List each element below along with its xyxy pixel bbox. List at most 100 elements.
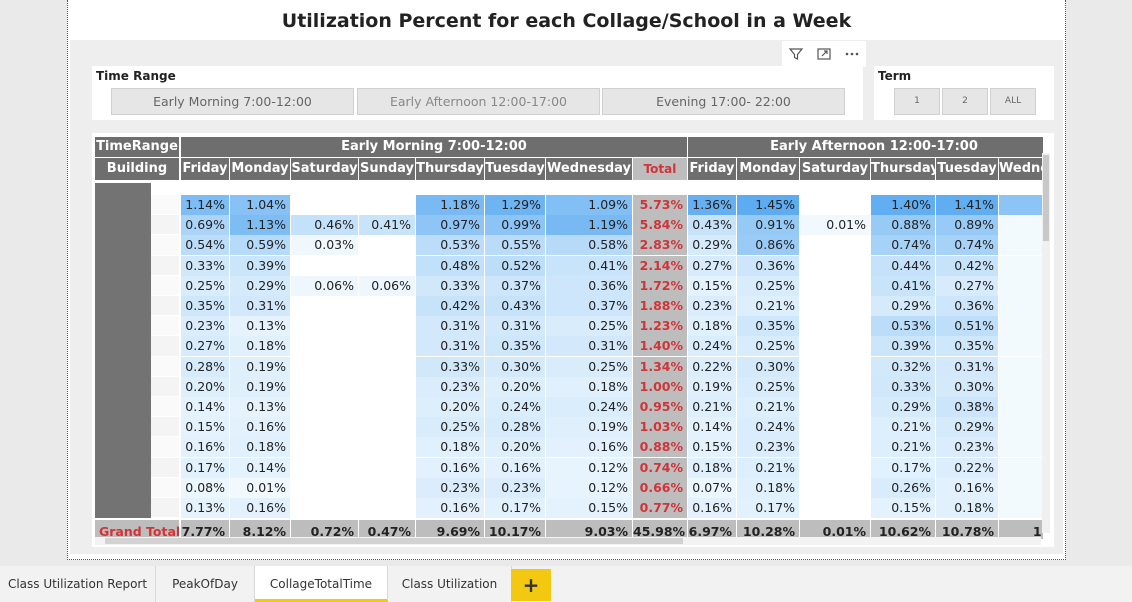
matrix-cell[interactable]: 0.41%: [871, 275, 935, 296]
matrix-cell[interactable]: 1.04%: [230, 195, 290, 215]
row-header-cell[interactable]: [151, 316, 179, 336]
matrix-cell[interactable]: 0.37%: [485, 275, 545, 296]
matrix-cell[interactable]: 0.: [999, 255, 1043, 276]
matrix-cell[interactable]: 0.15%: [181, 417, 229, 438]
matrix-cell[interactable]: 0.37%: [546, 296, 632, 316]
grand-total-cell[interactable]: 11.: [999, 520, 1043, 539]
matrix-cell[interactable]: 0.19%: [230, 376, 290, 397]
matrix-cell[interactable]: [291, 316, 358, 337]
column-header-friday[interactable]: Friday: [181, 158, 229, 180]
matrix-cell[interactable]: [800, 376, 870, 397]
matrix-cell[interactable]: 5.73%: [633, 195, 687, 215]
matrix-cell[interactable]: 0.15%: [546, 498, 632, 518]
corner-header-time-range[interactable]: TimeRange: [95, 137, 179, 157]
matrix-cell[interactable]: 0.18%: [688, 316, 736, 337]
more-options-icon[interactable]: [841, 43, 863, 65]
matrix-cell[interactable]: 0.35%: [737, 316, 799, 337]
matrix-cell[interactable]: 0.14%: [688, 417, 736, 438]
matrix-cell[interactable]: 0.: [999, 457, 1043, 478]
matrix-cell[interactable]: 0.91%: [737, 215, 799, 236]
matrix-cell[interactable]: 0.23%: [737, 437, 799, 458]
matrix-cell[interactable]: 0.74%: [936, 235, 998, 256]
matrix-cell[interactable]: 0.18%: [936, 498, 998, 518]
matrix-cell[interactable]: 0.31%: [546, 336, 632, 357]
matrix-cell[interactable]: 1.40%: [871, 195, 935, 215]
matrix-cell[interactable]: 0.97%: [416, 215, 484, 236]
matrix-cell[interactable]: 0.20%: [416, 397, 484, 417]
matrix-cell[interactable]: 0.21%: [737, 457, 799, 478]
matrix-cell[interactable]: 0.16%: [416, 457, 484, 478]
matrix-cell[interactable]: 1.45%: [737, 195, 799, 215]
time-range-option-morning[interactable]: Early Morning 7:00-12:00: [111, 88, 354, 115]
matrix-cell[interactable]: [359, 417, 415, 438]
matrix-cell[interactable]: 0.23%: [416, 376, 484, 397]
matrix-cell[interactable]: 0.88%: [633, 437, 687, 458]
matrix-cell[interactable]: 1.36%: [688, 195, 736, 215]
matrix-cell[interactable]: 0.36%: [546, 275, 632, 296]
matrix-cell[interactable]: 0.24%: [737, 417, 799, 438]
matrix-cell[interactable]: 0.18%: [737, 477, 799, 498]
matrix-cell[interactable]: 0.29%: [688, 235, 736, 256]
matrix-cell[interactable]: 0.51%: [936, 316, 998, 337]
matrix-cell[interactable]: [800, 235, 870, 256]
column-header-thursday[interactable]: Thursday: [416, 158, 484, 180]
matrix-cell[interactable]: 0.16%: [546, 437, 632, 458]
grand-total-cell[interactable]: 0.01%: [800, 520, 870, 539]
term-option-all[interactable]: ALL: [990, 88, 1036, 115]
matrix-cell[interactable]: 1.13%: [230, 215, 290, 236]
matrix-cell[interactable]: 0.16%: [230, 417, 290, 438]
matrix-cell[interactable]: [800, 437, 870, 458]
row-header-cell[interactable]: [151, 195, 179, 215]
matrix-cell[interactable]: [291, 397, 358, 417]
column-group-header-early-afternoon[interactable]: Early Afternoon 12:00-17:00: [688, 137, 1043, 157]
time-range-option-evening[interactable]: Evening 17:00- 22:00: [602, 88, 845, 115]
matrix-cell[interactable]: [800, 255, 870, 276]
grand-total-cell[interactable]: 10.17%: [485, 520, 545, 539]
matrix-cell[interactable]: 0.23%: [485, 477, 545, 498]
matrix-cell[interactable]: [359, 235, 415, 256]
matrix-cell[interactable]: 0.15%: [688, 437, 736, 458]
matrix-cell[interactable]: 0.: [999, 235, 1043, 256]
matrix-cell[interactable]: [291, 457, 358, 478]
matrix-cell[interactable]: 0.25%: [737, 376, 799, 397]
matrix-cell[interactable]: [359, 255, 415, 276]
row-header-cell[interactable]: [151, 296, 179, 316]
row-header-cell[interactable]: [151, 235, 179, 255]
column-header-tuesday[interactable]: Tuesday: [936, 158, 998, 180]
matrix-cell[interactable]: 0.: [999, 336, 1043, 357]
matrix-cell[interactable]: 0.21%: [688, 397, 736, 417]
matrix-cell[interactable]: [291, 255, 358, 276]
vertical-scrollbar[interactable]: [1042, 153, 1050, 533]
matrix-cell[interactable]: 0.46%: [291, 215, 358, 236]
matrix-cell[interactable]: 0.42%: [936, 255, 998, 276]
matrix-cell[interactable]: 0.17%: [871, 457, 935, 478]
matrix-cell[interactable]: 0.35%: [936, 336, 998, 357]
time-range-option-afternoon[interactable]: Early Afternoon 12:00-17:00: [357, 88, 600, 115]
matrix-cell[interactable]: 0.18%: [416, 437, 484, 458]
matrix-cell[interactable]: 0.30%: [936, 376, 998, 397]
matrix-cell[interactable]: [359, 356, 415, 377]
matrix-cell[interactable]: [800, 296, 870, 316]
matrix-cell[interactable]: [359, 477, 415, 498]
matrix-cell[interactable]: 1.23%: [633, 316, 687, 337]
grand-total-cell[interactable]: 10.62%: [871, 520, 935, 539]
matrix-cell[interactable]: 0.18%: [546, 376, 632, 397]
matrix-cell[interactable]: 0.22%: [936, 457, 998, 478]
matrix-cell[interactable]: 0.03%: [291, 235, 358, 256]
matrix-cell[interactable]: 0.16%: [181, 437, 229, 458]
matrix-cell[interactable]: 0.24%: [546, 397, 632, 417]
matrix-cell[interactable]: 0.59%: [230, 235, 290, 256]
matrix-cell[interactable]: 0.31%: [416, 316, 484, 337]
matrix-cell[interactable]: 1.: [999, 195, 1043, 215]
add-page-button[interactable]: +: [511, 569, 551, 601]
column-header-wednesday[interactable]: Wednesday: [546, 158, 632, 180]
matrix-cell[interactable]: 0.26%: [871, 477, 935, 498]
column-header-thursday[interactable]: Thursday: [871, 158, 935, 180]
matrix-cell[interactable]: 0.89%: [936, 215, 998, 236]
matrix-cell[interactable]: 0.25%: [737, 336, 799, 357]
column-header-total[interactable]: Total: [633, 158, 687, 180]
matrix-cell[interactable]: 0.18%: [230, 437, 290, 458]
matrix-cell[interactable]: 0.33%: [871, 376, 935, 397]
matrix-cell[interactable]: 0.66%: [633, 477, 687, 498]
term-option-2[interactable]: 2: [942, 88, 988, 115]
